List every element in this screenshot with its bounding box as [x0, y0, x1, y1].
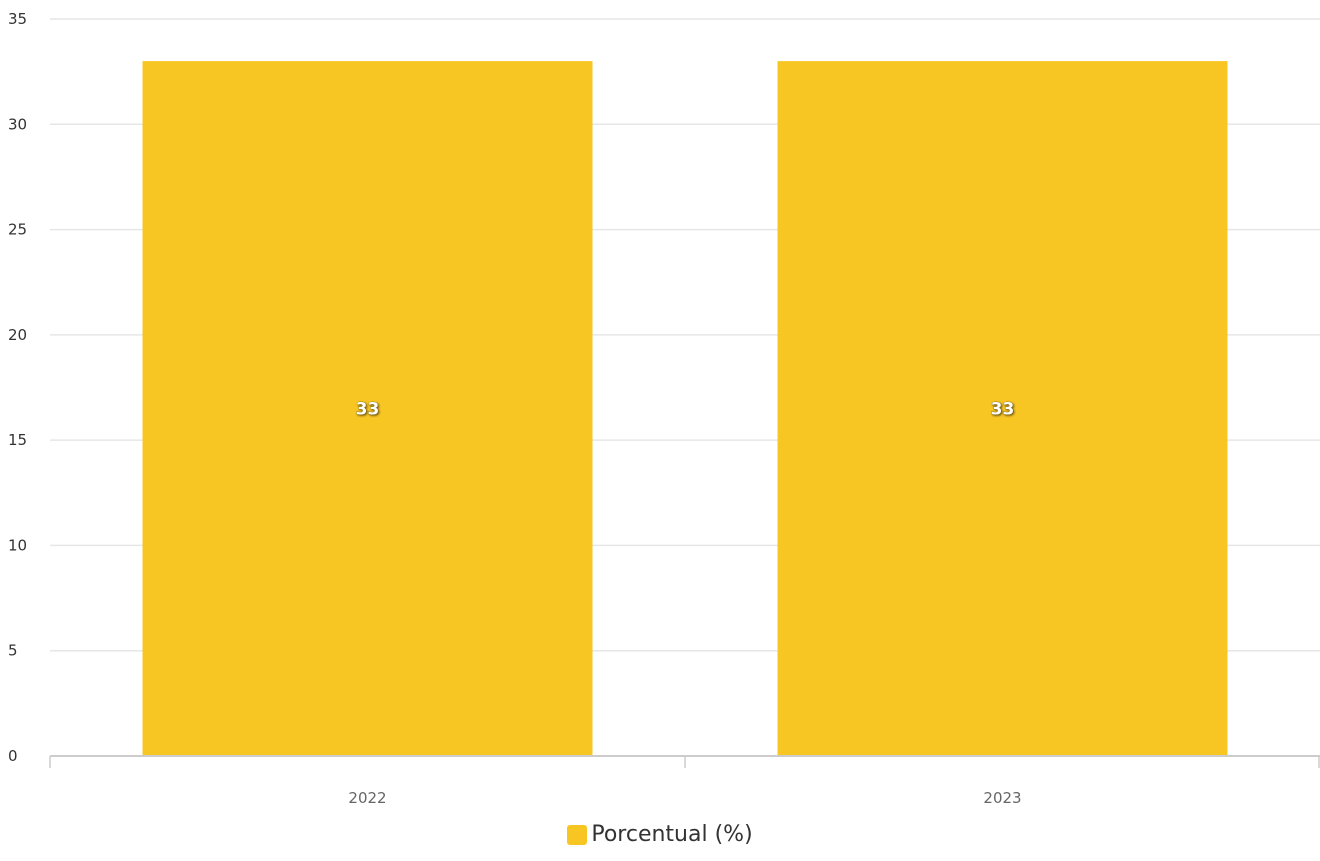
- y-tick-label: 10: [8, 536, 27, 554]
- legend-label: Porcentual (%): [591, 822, 753, 847]
- y-tick-label: 20: [8, 326, 27, 344]
- data-label: 33: [356, 400, 380, 420]
- y-tick-label: 5: [8, 642, 18, 660]
- bar: [142, 61, 593, 757]
- x-tick-label: 2023: [983, 789, 1021, 807]
- data-label: 33: [991, 400, 1015, 420]
- y-tick-label: 25: [8, 221, 27, 239]
- y-tick-label: 15: [8, 431, 27, 449]
- x-tick-label: 2022: [348, 789, 386, 807]
- y-tick-label: 0: [8, 747, 18, 765]
- legend-swatch: [567, 825, 588, 845]
- chart-legend[interactable]: Porcentual (%): [0, 824, 1320, 846]
- bar: [777, 61, 1228, 757]
- y-tick-label: 35: [8, 10, 27, 28]
- y-tick-label: 30: [8, 115, 27, 133]
